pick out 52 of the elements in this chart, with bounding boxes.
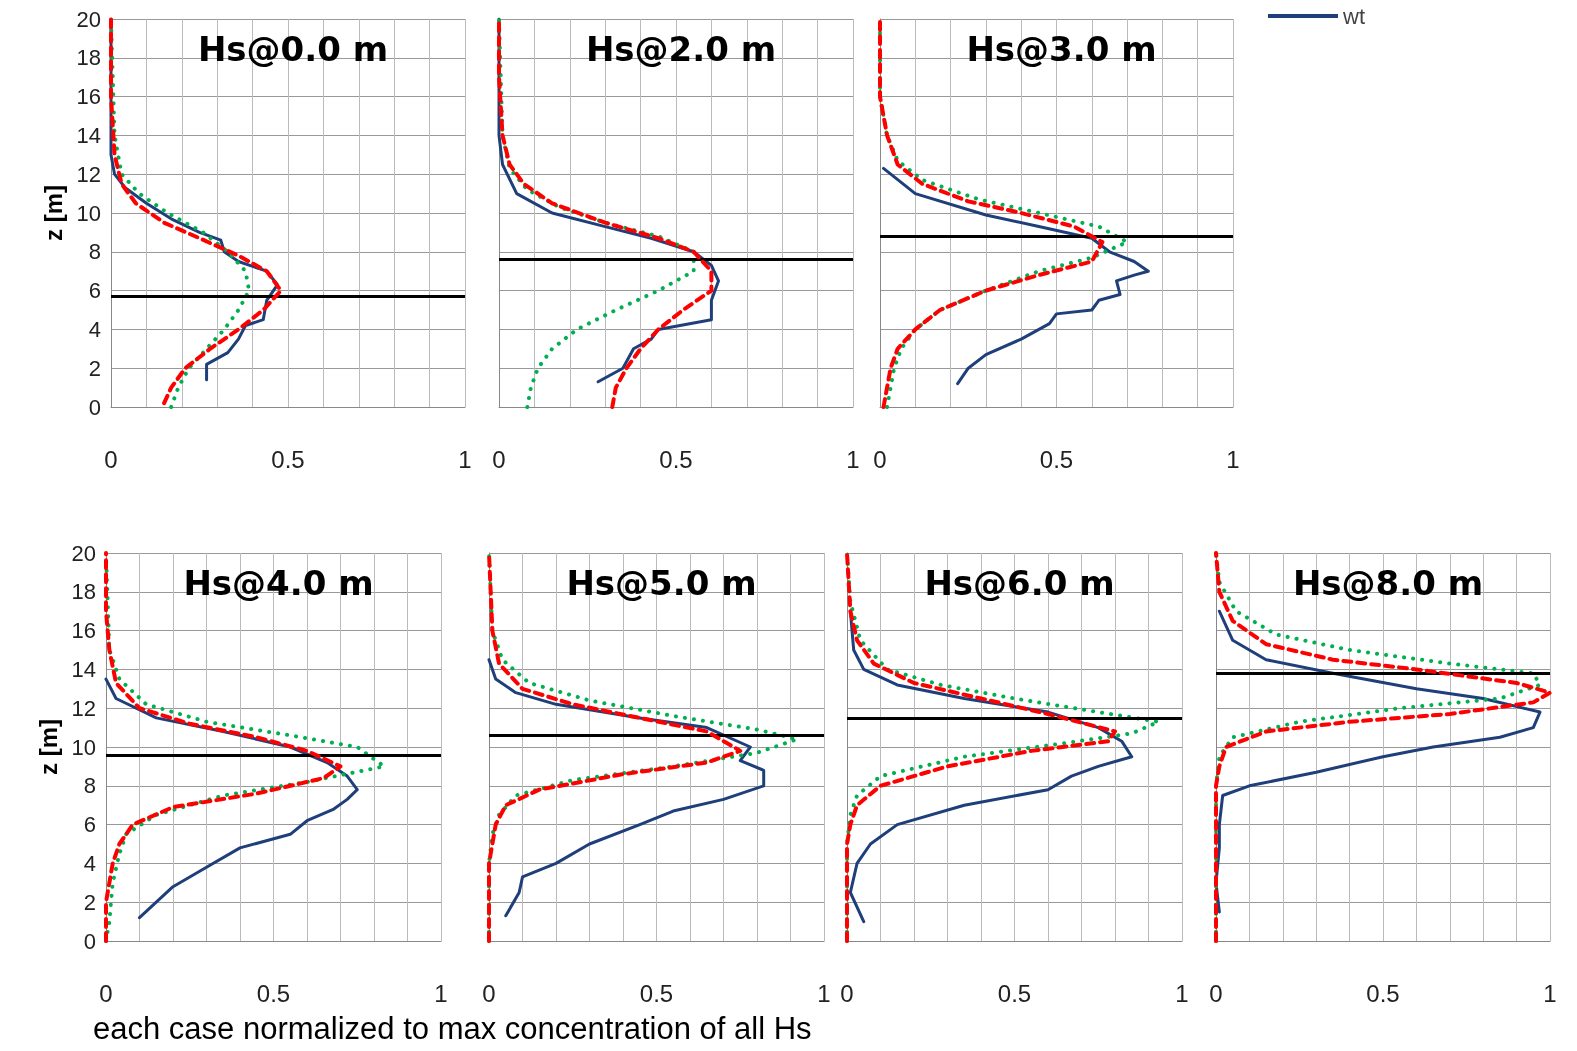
x-tick-label: 0: [492, 445, 506, 473]
chart-title: Hs@6.0 m: [924, 563, 1115, 603]
y-tick-label: 20: [71, 540, 96, 566]
chart-title: Hs@2.0 m: [585, 29, 777, 69]
y-tick-label: 8: [88, 239, 101, 265]
x-tick-label: 0.5: [1366, 979, 1400, 1007]
x-tick-label: 0: [482, 979, 496, 1007]
x-tick-label: 0.5: [639, 979, 674, 1007]
y-tick-label: 2: [88, 355, 101, 381]
x-tick-label: 1: [434, 979, 448, 1007]
y-tick-label: 0: [83, 928, 96, 954]
y-tick-label: 12: [76, 161, 101, 187]
y-tick-label: 18: [71, 579, 96, 605]
y-tick-label: 16: [71, 618, 96, 644]
x-tick-label: 0.5: [256, 979, 291, 1007]
y-tick-label: 20: [76, 6, 101, 32]
y-tick-label: 18: [76, 45, 101, 71]
x-tick-label: 1: [817, 979, 831, 1007]
x-axis-title: each case normalized to max concentration of all Hs: [93, 1011, 812, 1047]
y-tick-label: 12: [71, 695, 96, 721]
y-tick-label: 0: [88, 394, 101, 420]
x-tick-label: 0.5: [659, 445, 693, 473]
chart-title: Hs@4.0 m: [183, 563, 374, 603]
x-tick-label: 1: [846, 445, 860, 473]
y-tick-label: 8: [83, 773, 96, 799]
y-tick-label: 6: [88, 278, 101, 304]
y-axis-title: z [m]: [34, 719, 62, 775]
x-tick-label: 1: [1226, 445, 1240, 473]
y-tick-label: 2: [83, 889, 96, 915]
x-tick-label: 1: [1543, 979, 1557, 1007]
chart-title: Hs@8.0 m: [1292, 563, 1484, 603]
y-tick-label: 14: [71, 656, 96, 682]
y-tick-label: 4: [83, 850, 96, 876]
x-tick-label: 0.5: [271, 445, 305, 473]
y-tick-label: 10: [71, 734, 96, 760]
chart-title: Hs@3.0 m: [966, 29, 1157, 69]
y-tick-label: 10: [76, 200, 101, 226]
chart-title: Hs@5.0 m: [566, 563, 757, 603]
y-tick-label: 16: [76, 84, 101, 110]
x-tick-label: 0.5: [997, 979, 1032, 1007]
x-tick-label: 0: [1209, 979, 1223, 1007]
legend-label: wt: [1342, 3, 1365, 29]
chart-title: Hs@0.0 m: [197, 29, 389, 69]
x-tick-label: 0: [873, 445, 887, 473]
x-tick-label: 1: [458, 445, 472, 473]
x-tick-label: 0.5: [1039, 445, 1074, 473]
y-axis-title: z [m]: [39, 185, 67, 241]
x-tick-label: 0: [840, 979, 854, 1007]
x-tick-label: 1: [1175, 979, 1189, 1007]
y-tick-label: 4: [88, 316, 101, 342]
y-tick-label: 14: [76, 122, 101, 148]
y-tick-label: 6: [83, 812, 96, 838]
